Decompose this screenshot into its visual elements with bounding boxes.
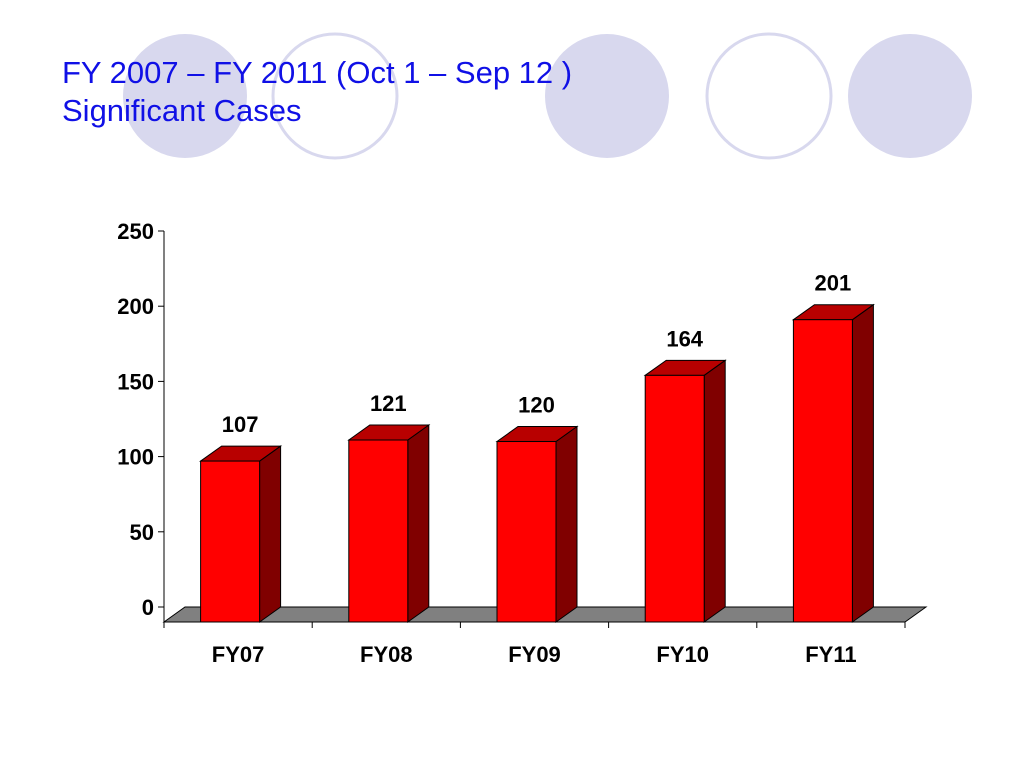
bar-front (644, 374, 705, 623)
data-label: 201 (815, 271, 852, 296)
y-tick-label: 200 (117, 294, 154, 319)
decorative-circle-outline (271, 32, 399, 160)
y-tick-label: 100 (117, 445, 154, 470)
bar-side (703, 359, 726, 623)
bar-FY11 (791, 303, 875, 623)
decorative-circle-filled (123, 34, 247, 158)
slide-title-line-1: FY 2007 – FY 2011 (Oct 1 – Sep 12 ) (62, 55, 573, 90)
bar-FY08 (347, 424, 431, 623)
data-label: 164 (666, 326, 703, 351)
decorative-circle-filled (545, 34, 669, 158)
y-tick-label: 0 (142, 595, 154, 620)
x-tick-label: FY09 (508, 642, 561, 667)
bar-front (200, 460, 261, 623)
bar-front (496, 441, 557, 623)
bar-FY09 (495, 425, 579, 623)
bar-side (851, 303, 874, 623)
data-label: 120 (518, 393, 555, 418)
y-tick-label: 250 (117, 219, 154, 244)
decorative-circles (123, 32, 972, 160)
y-tick-label: 50 (130, 520, 154, 545)
x-tick-label: FY10 (656, 642, 709, 667)
decorative-circle-outline (705, 32, 833, 160)
x-tick-label: FY07 (212, 642, 265, 667)
bar-front (792, 319, 853, 623)
bar-side (407, 424, 430, 623)
y-tick-label: 150 (117, 369, 154, 394)
bar-side (259, 445, 282, 623)
x-tick-label: FY08 (360, 642, 413, 667)
decorative-circle-filled (848, 34, 972, 158)
slide-title-line-2: Significant Cases (62, 93, 302, 128)
data-label: 121 (370, 391, 407, 416)
bar-front (348, 439, 409, 623)
bar-FY10 (643, 359, 727, 623)
x-tick-label: FY11 (805, 642, 856, 667)
bar-side (555, 425, 578, 623)
bar-FY07 (199, 445, 283, 623)
slide-title: FY 2007 – FY 2011 (Oct 1 – Sep 12 ) Sign… (62, 54, 572, 130)
data-label: 107 (222, 412, 259, 437)
